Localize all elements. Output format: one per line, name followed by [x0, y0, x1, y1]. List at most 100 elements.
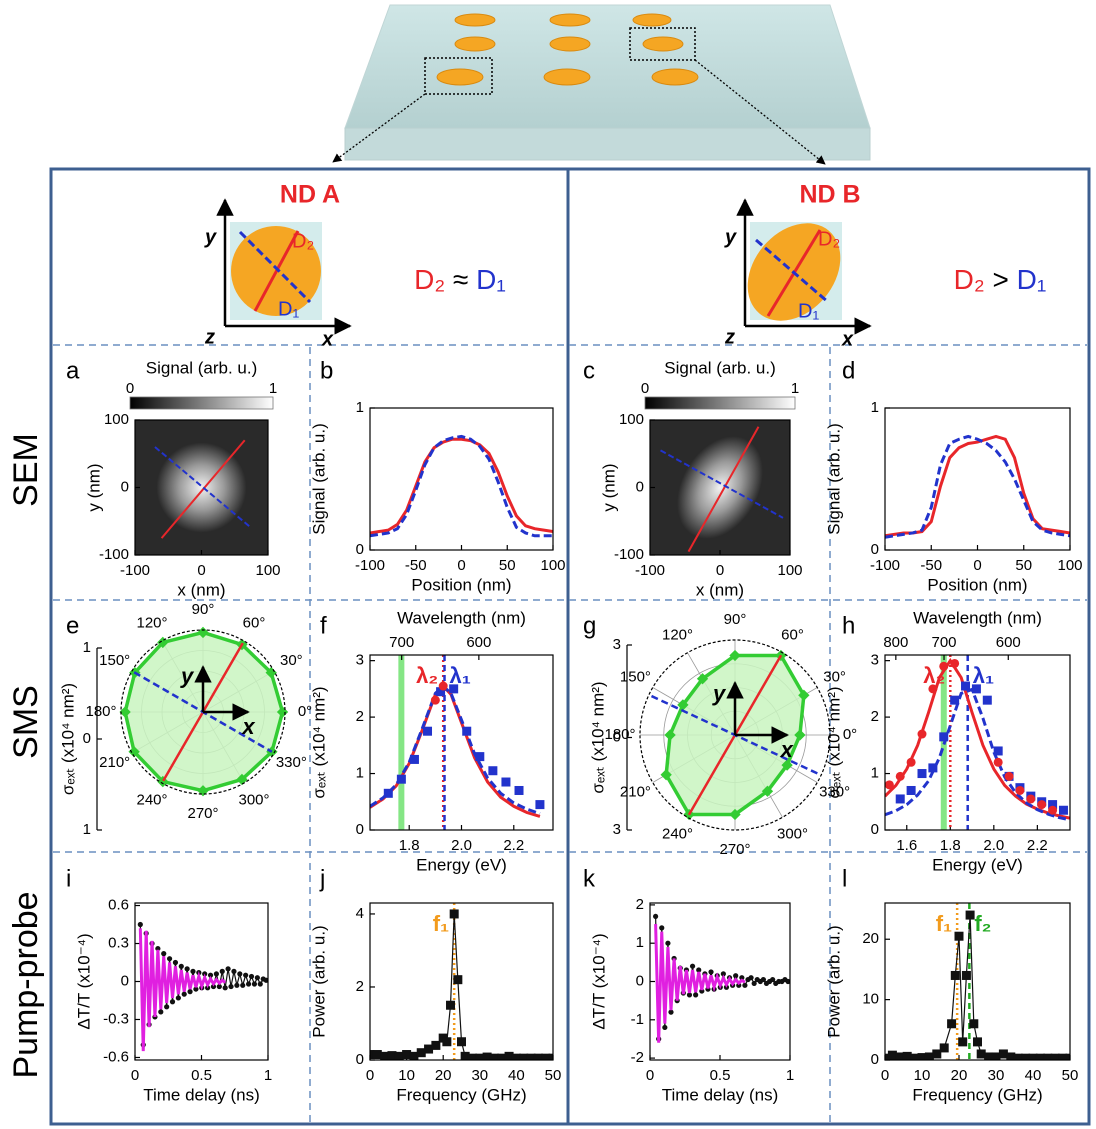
data-point — [748, 975, 754, 981]
series-line — [370, 913, 553, 1059]
data-point — [653, 913, 659, 920]
x-tick-label: 0 — [973, 557, 981, 574]
data-point — [1013, 1053, 1023, 1060]
panel-label: d — [842, 357, 855, 384]
angle-label: 0° — [298, 703, 312, 720]
data-point — [1028, 1053, 1038, 1060]
data-point — [917, 769, 927, 779]
data-point — [965, 910, 975, 920]
plot-area — [370, 655, 545, 830]
series-line — [370, 434, 553, 538]
relation-left: D₂ — [954, 264, 985, 295]
y-tick-label: 1 — [871, 765, 879, 782]
axis-label: z — [204, 326, 215, 348]
angle-label: 120° — [662, 626, 693, 643]
relation-op: > — [993, 264, 1009, 295]
data-point — [228, 983, 234, 990]
data-point — [436, 687, 446, 697]
data-point — [128, 746, 140, 758]
data-point — [969, 1019, 979, 1029]
data-point — [742, 982, 748, 988]
x-tick-label: 0.5 — [710, 1067, 731, 1084]
x-tick-label: 100 — [540, 557, 565, 574]
y-tick-label: 100 — [619, 411, 644, 428]
data-point — [785, 978, 790, 985]
data-point — [535, 800, 545, 810]
plot-area — [885, 655, 1070, 830]
angle-label: 180° — [604, 726, 635, 743]
data-point — [449, 684, 459, 694]
x2-axis-label: Wavelength (nm) — [913, 608, 1042, 627]
data-point — [693, 992, 699, 998]
data-point — [917, 1053, 927, 1060]
data-point — [751, 980, 757, 987]
y-tick-label: 0 — [356, 821, 364, 838]
axis-label: y — [724, 226, 737, 248]
data-point — [665, 940, 671, 946]
plot-frame — [649, 902, 791, 1061]
axis-letter: y — [180, 663, 195, 688]
data-point — [240, 982, 246, 988]
plot-area — [370, 434, 553, 538]
x-axis-label: x (nm) — [696, 580, 744, 599]
data-point — [219, 968, 225, 974]
y-tick-label: 1 — [83, 821, 91, 838]
data-point — [1043, 1053, 1053, 1060]
y-tick-label: 0 — [871, 1051, 879, 1068]
panel-label: b — [320, 357, 333, 384]
y-axis-label: y (nm) — [599, 463, 618, 511]
marker-label: f₂ — [974, 911, 991, 936]
plot-frame — [134, 419, 269, 556]
nd-diagram — [216, 198, 352, 335]
data-point — [394, 1051, 404, 1060]
data-point — [885, 1053, 890, 1060]
nd-diagram — [736, 198, 872, 335]
x-tick-label: -100 — [355, 557, 385, 574]
data-point — [501, 777, 511, 787]
data-point — [686, 992, 693, 998]
angle-label: 150° — [99, 652, 130, 669]
axis-label: y — [204, 226, 217, 248]
data-point — [453, 975, 463, 985]
relation-right: D₁ — [476, 264, 506, 295]
y-axis-label: σₑₓₜ (x10⁴ nm²) — [824, 686, 843, 798]
data-point — [733, 973, 739, 979]
angle-label: 330° — [276, 754, 307, 771]
data-point — [222, 985, 228, 991]
data-point — [910, 1053, 920, 1060]
x-tick-label: 30 — [988, 1067, 1005, 1084]
data-point — [430, 695, 440, 705]
data-point — [664, 729, 676, 741]
data-point — [193, 986, 199, 992]
angle-label: 270° — [719, 841, 750, 858]
data-point — [431, 1040, 441, 1050]
data-point — [370, 1050, 375, 1060]
angle-label: 300° — [238, 791, 269, 808]
data-point — [906, 785, 916, 795]
panel-label: k — [583, 865, 596, 892]
plot-frame — [649, 419, 791, 556]
data-point — [958, 1037, 968, 1047]
data-point — [1058, 1053, 1068, 1060]
data-point — [761, 785, 774, 797]
data-point — [231, 968, 237, 974]
x-tick-label: 50 — [499, 557, 516, 574]
marker-label: λ₁ — [450, 663, 471, 688]
x-tick-label: 0 — [131, 1067, 139, 1084]
x-tick-label: -50 — [405, 557, 427, 574]
data-point — [236, 773, 248, 786]
data-point — [1048, 805, 1058, 815]
profile-line — [687, 426, 760, 553]
frame — [49, 167, 1091, 1126]
y-axis-label: Signal (arb. u.) — [824, 423, 843, 535]
data-point — [438, 681, 448, 691]
data-point — [511, 1053, 521, 1060]
relation: D₂ ≈ D₁ — [414, 264, 506, 295]
plot-area — [885, 434, 1070, 539]
data-point — [1050, 1053, 1060, 1060]
plot-frame — [369, 407, 554, 551]
x-axis-label: Frequency (GHz) — [912, 1085, 1042, 1104]
colorbar — [129, 396, 274, 410]
axis-label: x — [321, 328, 334, 350]
data-point — [928, 763, 938, 773]
